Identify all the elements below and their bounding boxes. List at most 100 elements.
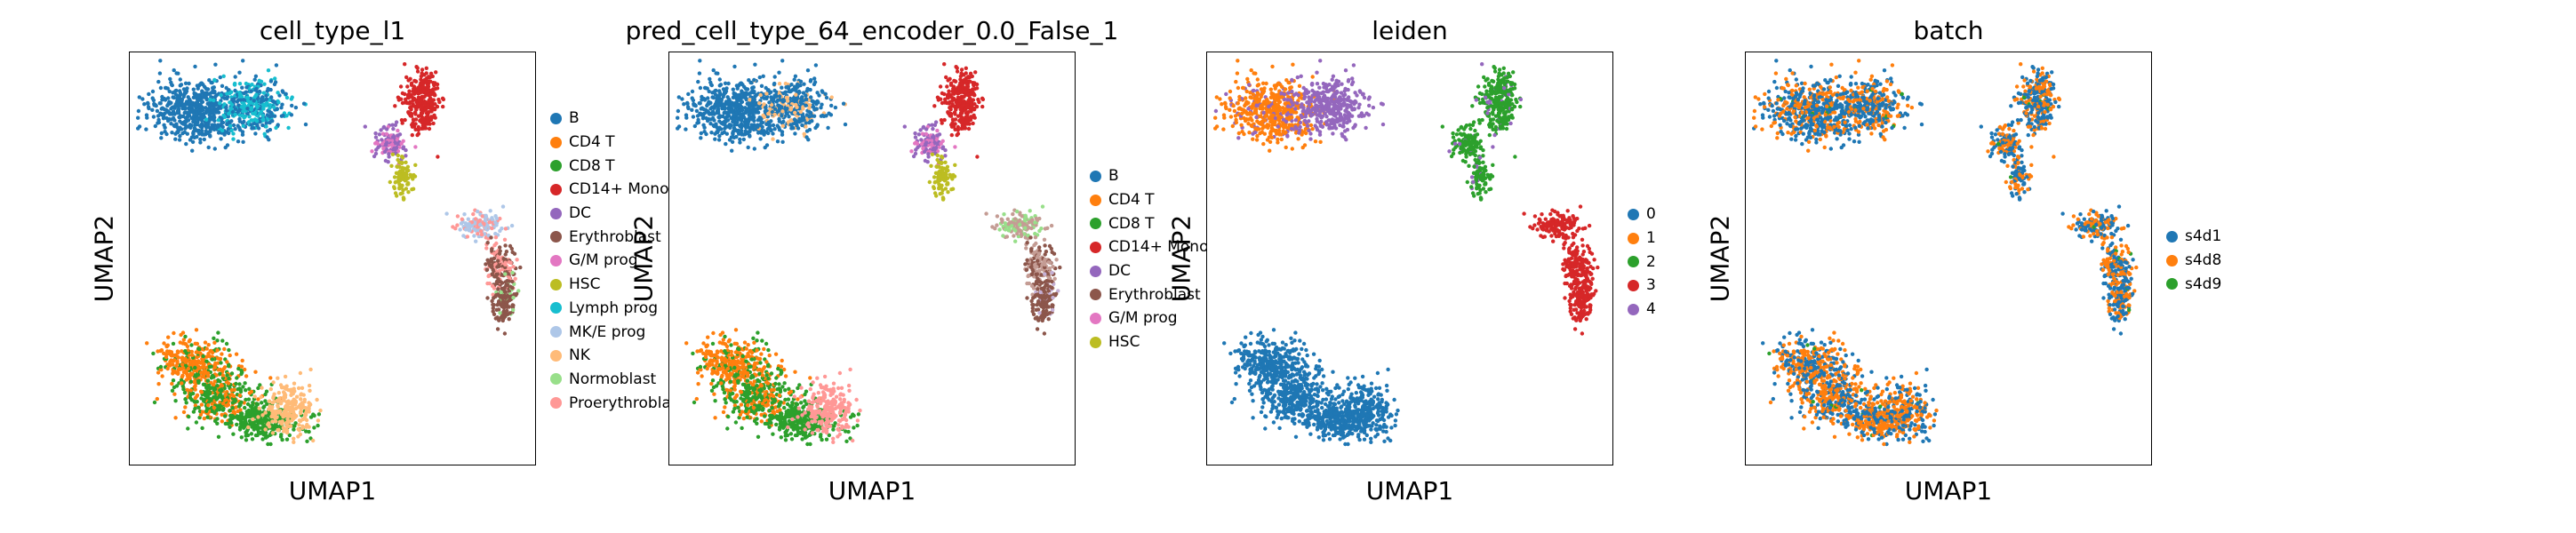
scatter-point [748,98,752,102]
scatter-point [252,394,257,399]
scatter-point [1044,308,1049,314]
scatter-point [187,414,191,419]
scatter-point [1024,246,1028,251]
scatter-point [506,272,510,276]
scatter-point [433,102,437,107]
scatter-point [1058,265,1062,270]
scatter-point [945,84,949,89]
scatter-point [187,81,191,86]
scatter-point [408,111,412,115]
scatter-point [940,145,946,149]
scatter-point [307,429,311,434]
scatter-point [276,428,280,433]
scatter-point [939,186,943,190]
scatter-point [434,70,438,75]
scatter-point [196,93,200,99]
scatter-point [485,296,490,300]
scatter-point [210,80,214,85]
scatter-point [415,69,420,74]
scatter-point [820,90,825,94]
scatter-point [781,91,786,96]
scatter-point [732,125,737,131]
scatter-point [204,92,209,97]
scatter-point [140,97,145,101]
scatter-point [270,114,275,118]
scatter-point [427,126,432,131]
scatter-point [972,115,977,120]
scatter-point [245,433,251,438]
scatter-point [506,294,511,298]
scatter-point [186,426,190,431]
scatter-point [272,105,276,109]
scatter-point [408,106,412,110]
scatter-point [1025,241,1029,245]
scatter-point [204,386,209,390]
scatter-point [720,106,725,110]
legend-label: Normoblast [569,370,657,388]
scatter-point [234,405,238,410]
scatter-point [425,119,430,123]
scatter-point [269,409,275,413]
scatter-point [431,121,436,126]
scatter-point [957,86,962,91]
scatter-point [396,153,400,158]
scatter-point [1047,311,1052,315]
scatter-point [266,86,270,91]
scatter-point [387,152,391,156]
scatter-point [708,112,712,116]
scatter-point [225,373,229,378]
scatter-point [241,421,245,426]
scatter-point [233,127,237,131]
scatter-point [157,71,163,76]
scatter-point [919,138,924,142]
cluster-nk [246,367,323,444]
scatter-point [262,82,267,86]
scatter-point [1037,245,1042,250]
scatter-point [263,430,268,435]
scatter-point [413,163,418,167]
scatter-point [226,421,230,426]
scatter-point [972,92,977,98]
scatter-point [777,82,782,86]
scatter-point [246,425,251,430]
scatter-point [424,66,428,70]
scatter-point [503,290,508,294]
scatter-point [198,140,203,145]
legend-item: Normoblast [550,368,684,392]
scatter-point [971,121,975,126]
scatter-point [742,84,747,89]
scatter-point [1039,304,1044,309]
scatter-point [198,103,204,107]
scatter-point [242,98,246,102]
scatter-point [202,399,206,403]
scatter-point [964,78,968,83]
scatter-point [927,179,932,185]
scatter-point [802,82,806,86]
scatter-point [723,81,728,85]
scatter-point [164,131,169,137]
scatter-point [246,397,252,402]
scatter-point [780,105,784,109]
scatter-point [391,135,396,139]
scatter-point [794,102,798,107]
scatter-point [974,82,980,87]
scatter-point [744,92,748,97]
scatter-point [172,123,177,129]
scatter-point [232,410,236,414]
scatter-point [737,131,741,136]
scatter-point [500,273,504,277]
scatter-point [467,222,471,227]
scatter-point [156,349,160,354]
scatter-point [505,308,509,314]
scatter-point [701,351,706,355]
scatter-point [250,437,255,442]
scatter-point [499,290,503,295]
scatter-point [268,386,273,392]
scatter-point [272,82,277,87]
scatter-point [318,408,323,413]
scatter-point [804,124,808,129]
scatter-point [204,346,209,351]
scatter-point [433,115,437,120]
scatter-point [228,107,233,111]
scatter-point [179,378,184,383]
